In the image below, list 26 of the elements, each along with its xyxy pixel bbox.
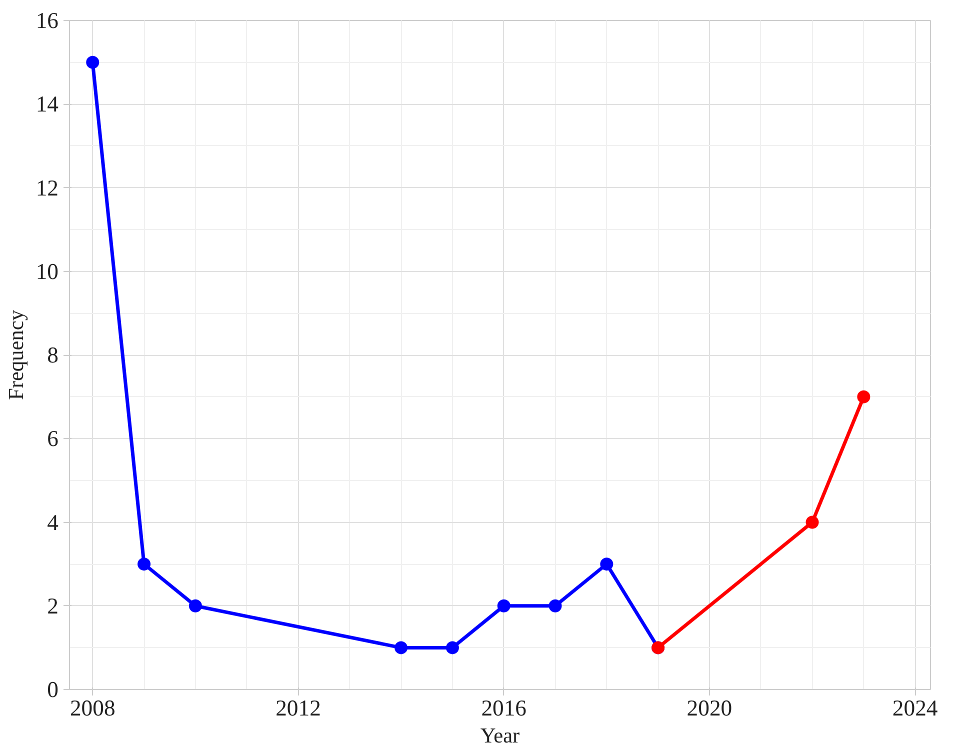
x-tick-label: 2008 — [70, 696, 116, 720]
x-tick-label: 2024 — [892, 696, 938, 720]
x-tick-label: 2012 — [276, 696, 321, 720]
point — [497, 599, 510, 612]
point — [138, 558, 151, 571]
point — [446, 641, 459, 654]
point — [86, 56, 100, 69]
y-tick-label: 8 — [47, 342, 58, 368]
point — [394, 641, 408, 654]
y-tick-label: 10 — [36, 258, 58, 284]
y-tick-label: 2 — [47, 593, 58, 618]
y-tick-label: 16 — [36, 8, 58, 33]
x-tick-label: 2016 — [481, 696, 527, 720]
x-tick-label: 2020 — [686, 696, 732, 720]
point — [857, 390, 870, 404]
y-tick-label: 14 — [36, 92, 58, 117]
y-tick-label: 0 — [47, 677, 58, 702]
y-axis-title: Frequency — [4, 310, 28, 400]
y-tick-label: 4 — [47, 510, 58, 535]
y-tick-label: 12 — [36, 175, 58, 200]
point — [600, 558, 614, 571]
y-tick-label: 6 — [47, 426, 58, 452]
point — [548, 599, 562, 612]
point — [806, 516, 819, 529]
point — [188, 599, 202, 612]
x-axis-title: Year — [480, 724, 520, 748]
